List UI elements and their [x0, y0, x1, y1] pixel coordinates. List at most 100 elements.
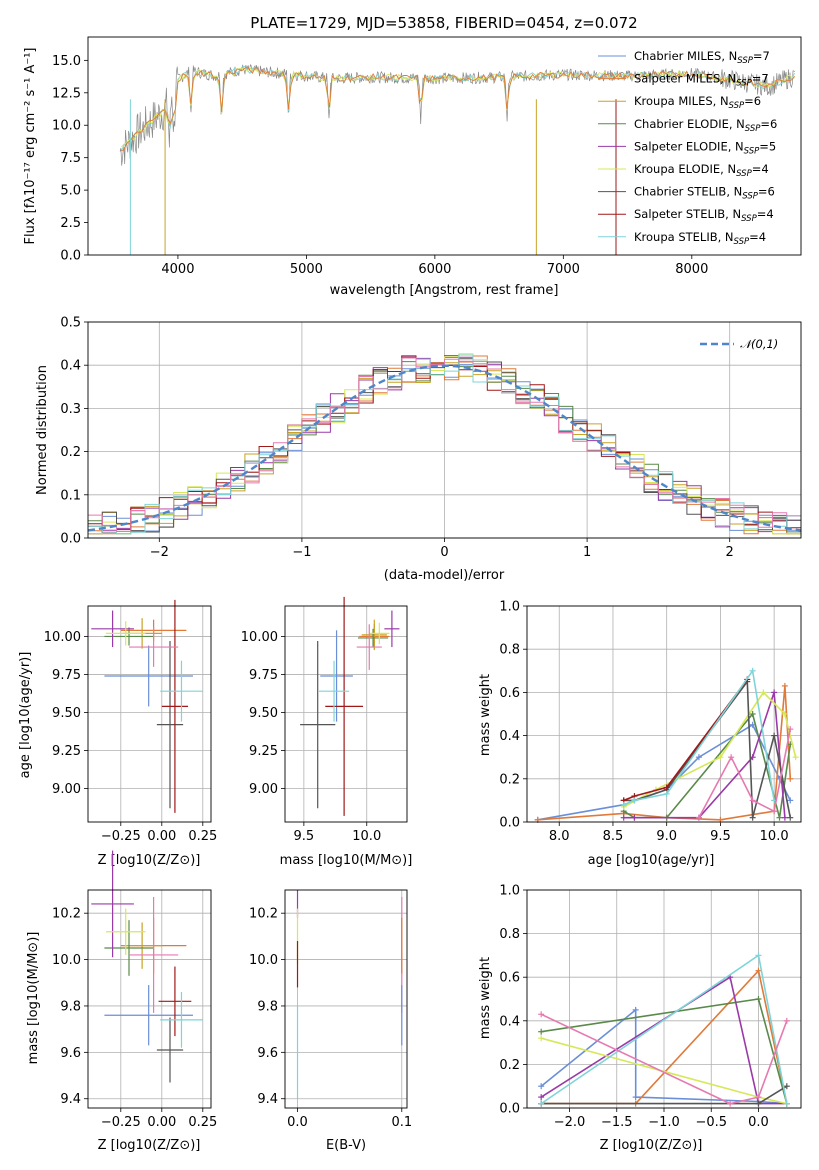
legend-entry-label: Kroupa ELODIE, NSSP=4 [634, 162, 769, 179]
y-tick-label: 9.6 [60, 1046, 81, 1061]
legend-entry-label: Salpeter ELODIE, NSSP=5 [634, 139, 776, 156]
y-tick-label: 9.4 [60, 1092, 81, 1107]
mass-weight-line [540, 1013, 788, 1105]
y-tick-label: 0.6 [499, 971, 520, 986]
spectrum-panel: PLATE=1729, MJD=53858, FIBERID=0454, z=0… [23, 14, 802, 298]
x-tick-label: 8.0 [549, 829, 570, 844]
age-vs-Z-panel: Z [log10(Z/Z⊙)] age [log10(age/yr)] −0.2… [18, 599, 217, 868]
y-tick-label: 0.0 [499, 1102, 520, 1117]
y-tick-label: 10.2 [249, 907, 278, 922]
y-tick-label: 9.25 [249, 744, 278, 759]
y-tick-label: 1.0 [499, 884, 520, 899]
x-tick-label: 10.0 [760, 829, 789, 844]
x-tick-label: 1 [583, 545, 591, 560]
y-tick-label: 0.2 [60, 445, 81, 460]
histogram-ylabel: Normed distribution [35, 365, 50, 495]
residual-histogram-step [88, 354, 801, 535]
histogram-xlabel: (data-model)/error [384, 568, 505, 583]
x-tick-label: −2 [150, 545, 169, 560]
y-tick-label: 9.25 [52, 744, 81, 759]
residual-histogram-step [88, 357, 801, 532]
x-tick-label: 9.5 [710, 829, 731, 844]
y-tick-label: 9.75 [52, 668, 81, 683]
mass-vs-ebv-panel: E(B-V) 0.0 0.1 9.4 9.6 9.8 10.0 10.2 [249, 889, 412, 1153]
x-tick-label: −2.0 [554, 1115, 586, 1130]
x-tick-label: 0.00 [147, 1115, 176, 1130]
axes-frame [87, 889, 212, 1109]
x-tick-label: 0.00 [147, 829, 176, 844]
y-tick-label: 0.5 [60, 316, 81, 331]
y-tick-label: 0.1 [60, 488, 81, 503]
age-vs-mass-panel: mass [log10(M/M⊙)] 9.5 10.0 9.00 9.25 9.50 9.… [241, 596, 412, 868]
x-tick-label: 8.5 [603, 829, 624, 844]
y-tick-label: 10.00 [44, 630, 81, 645]
y-tick-label: 9.50 [249, 706, 278, 721]
y-tick-label: 15.0 [52, 54, 81, 69]
y-tick-label: 10.0 [52, 119, 81, 134]
mass-vs-ebv-xlabel: E(B-V) [326, 1138, 366, 1153]
y-tick-label: 9.00 [52, 782, 81, 797]
axes-frame [526, 889, 802, 1109]
y-tick-label: 9.75 [249, 668, 278, 683]
y-tick-label: 10.0 [249, 953, 278, 968]
y-tick-label: 0.8 [499, 643, 520, 658]
y-tick-label: 9.8 [257, 999, 278, 1014]
axes-frame [284, 889, 408, 1109]
x-tick-label: 7000 [547, 262, 580, 277]
y-tick-label: 1.0 [499, 600, 520, 615]
histogram-axes-frame [87, 321, 802, 539]
legend-entry-label: Chabrier STELIB, NSSP=6 [634, 185, 775, 202]
x-tick-label: 0.1 [391, 1115, 412, 1130]
y-tick-label: 10.00 [241, 630, 278, 645]
x-tick-label: 0.25 [188, 829, 217, 844]
y-tick-label: 0.4 [60, 359, 81, 374]
mass-weight-vs-Z-panel: Z [log10(Z/Z⊙)] mass weight −2.0 −1.5 −1.0… [478, 884, 802, 1153]
y-tick-label: 5.0 [60, 184, 81, 199]
x-tick-label: 0.25 [188, 1115, 217, 1130]
gauss-legend-label: 𝒩(0,1) [740, 337, 778, 351]
x-tick-label: 6000 [418, 262, 451, 277]
y-tick-label: 0.4 [499, 729, 520, 744]
histogram-panel: −2 −1 0 1 2 0.0 0.1 0.2 0.3 0.4 0.5 𝒩(0,1) (data-m… [35, 316, 802, 583]
axes-frame [526, 605, 802, 823]
mass-weight-vs-age-xlabel: age [log10(age/yr)] [588, 853, 715, 868]
y-tick-label: 0.2 [499, 772, 520, 787]
legend-entry-label: Chabrier MILES, NSSP=7 [634, 49, 770, 66]
legend-entry-label: Kroupa STELIB, NSSP=4 [634, 230, 766, 247]
x-tick-label: −0.25 [101, 1115, 141, 1130]
spectrum-xlabel: wavelength [Angstrom, rest frame] [330, 283, 559, 298]
y-tick-label: 7.5 [60, 151, 81, 166]
spectrum-title: PLATE=1729, MJD=53858, FIBERID=0454, z=0… [250, 14, 637, 32]
model-spectrum-line [121, 66, 795, 151]
x-tick-label: 2 [726, 545, 734, 560]
y-tick-label: 0.0 [499, 816, 520, 831]
mass-weight-line [623, 712, 792, 819]
mass-weight-line [623, 678, 748, 802]
gaussian-curve [87, 364, 802, 532]
x-tick-label: −1 [292, 545, 311, 560]
y-tick-label: 0.3 [60, 402, 81, 417]
x-tick-label: 9.5 [294, 829, 315, 844]
mass-weight-vs-Z-xlabel: Z [log10(Z/Z⊙)] [600, 1138, 703, 1153]
y-tick-label: 0.0 [60, 249, 81, 264]
x-tick-label: −1.0 [648, 1115, 680, 1130]
y-tick-label: 9.6 [257, 1046, 278, 1061]
y-tick-label: 9.4 [257, 1092, 278, 1107]
y-tick-label: 9.00 [249, 782, 278, 797]
y-tick-label: 0.6 [499, 686, 520, 701]
mass-vs-Z-xlabel: Z [log10(Z/Z⊙)] [98, 1138, 201, 1153]
age-vs-Z-xlabel: Z [log10(Z/Z⊙)] [98, 853, 201, 868]
mass-weight-line [540, 975, 787, 1105]
x-tick-label: 0.0 [287, 1115, 308, 1130]
spectrum-ylabel: Flux [fλ10⁻¹⁷ erg cm⁻² s⁻¹ A⁻¹] [23, 48, 38, 245]
x-tick-label: −1.5 [601, 1115, 633, 1130]
spectrum-axes-frame [87, 36, 802, 256]
mass-weight-vs-age-ylabel: mass weight [478, 674, 493, 756]
y-tick-label: 0.2 [499, 1058, 520, 1073]
x-tick-label: −0.25 [101, 829, 141, 844]
axes-frame [284, 605, 408, 823]
y-tick-label: 9.8 [60, 999, 81, 1014]
mass-vs-Z-ylabel: mass [log10(M/M⊙)] [26, 932, 41, 1065]
mass-vs-Z-panel: Z [log10(Z/Z⊙)] mass [log10(M/M⊙)] −0.25… [26, 850, 217, 1153]
y-tick-label: 0.8 [499, 927, 520, 942]
